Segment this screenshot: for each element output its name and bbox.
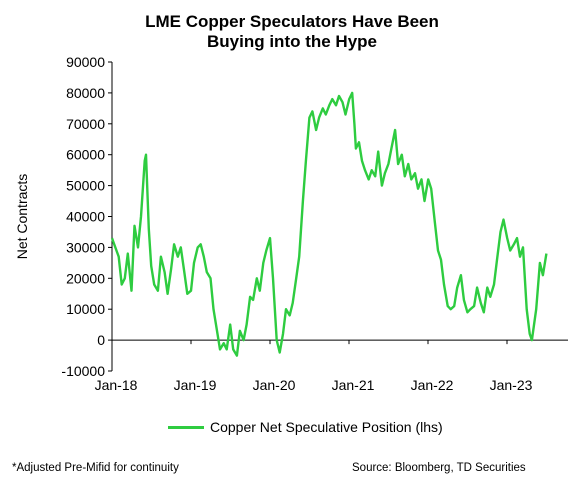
legend-label: Copper Net Speculative Position (lhs) bbox=[210, 419, 443, 435]
chart-title-line-1: LME Copper Speculators Have Been bbox=[145, 12, 439, 31]
x-tick-label: Jan-18 bbox=[95, 377, 138, 393]
x-tick-label: Jan-21 bbox=[332, 377, 375, 393]
footnote-source: Source: Bloomberg, TD Securities bbox=[352, 462, 526, 474]
y-tick-label: 30000 bbox=[66, 239, 105, 255]
chart-title-line-2: Buying into the Hype bbox=[207, 32, 377, 51]
y-tick-label: 10000 bbox=[66, 301, 105, 317]
y-tick-label: 70000 bbox=[66, 116, 105, 132]
y-tick-label: 60000 bbox=[66, 147, 105, 163]
x-tick-label: Jan-23 bbox=[490, 377, 533, 393]
y-tick-label: 0 bbox=[97, 332, 105, 348]
y-tick-label: -10000 bbox=[61, 363, 105, 379]
y-tick-label: 20000 bbox=[66, 270, 105, 286]
y-axis-title: Net Contracts bbox=[14, 174, 30, 260]
y-tick-label: 80000 bbox=[66, 85, 105, 101]
series-line-copper-net-speculative-position bbox=[110, 91, 548, 357]
x-tick-label: Jan-19 bbox=[174, 377, 217, 393]
chart-legend: Copper Net Speculative Position (lhs) bbox=[168, 419, 443, 435]
footnote-adjusted: *Adjusted Pre-Mifid for continuity bbox=[12, 462, 179, 474]
y-tick-label: 40000 bbox=[66, 209, 105, 225]
y-tick-label: 90000 bbox=[66, 54, 105, 70]
legend-swatch bbox=[168, 425, 204, 429]
x-tick-label: Jan-22 bbox=[411, 377, 454, 393]
x-tick-label: Jan-20 bbox=[253, 377, 296, 393]
y-tick-label: 50000 bbox=[66, 178, 105, 194]
